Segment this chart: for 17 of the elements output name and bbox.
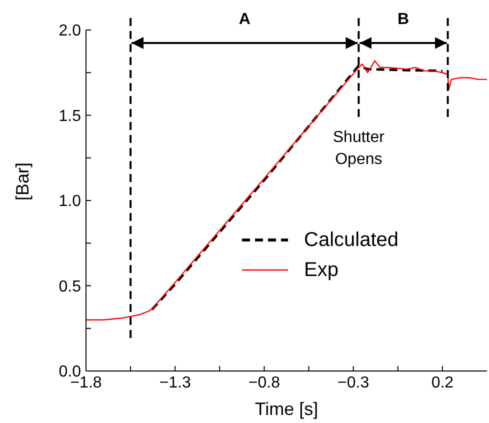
y-tick-label: 0.0 [58, 364, 82, 381]
y-axis-title: [Bar] [12, 162, 32, 200]
y-tick-label: 2.0 [58, 22, 82, 40]
x-tick-label: 0.2 [431, 374, 454, 392]
x-axis-title: Time [s] [254, 399, 318, 419]
x-tick-label: −1.3 [159, 374, 191, 392]
line-series [86, 60, 487, 320]
legend-label: Exp [304, 258, 338, 282]
text: A [238, 11, 251, 28]
y-tick-label: 0.5 [58, 278, 82, 296]
x-tick-label: −0.3 [338, 374, 370, 392]
legend-label: Calculated [304, 228, 399, 252]
y-tick-label: 1.5 [58, 108, 82, 125]
x-tick-label: −0.8 [248, 374, 280, 392]
y-tick-label: 1.0 [58, 193, 82, 210]
ref-line-label: Shutter Opens [332, 129, 386, 168]
text: B [397, 11, 410, 28]
